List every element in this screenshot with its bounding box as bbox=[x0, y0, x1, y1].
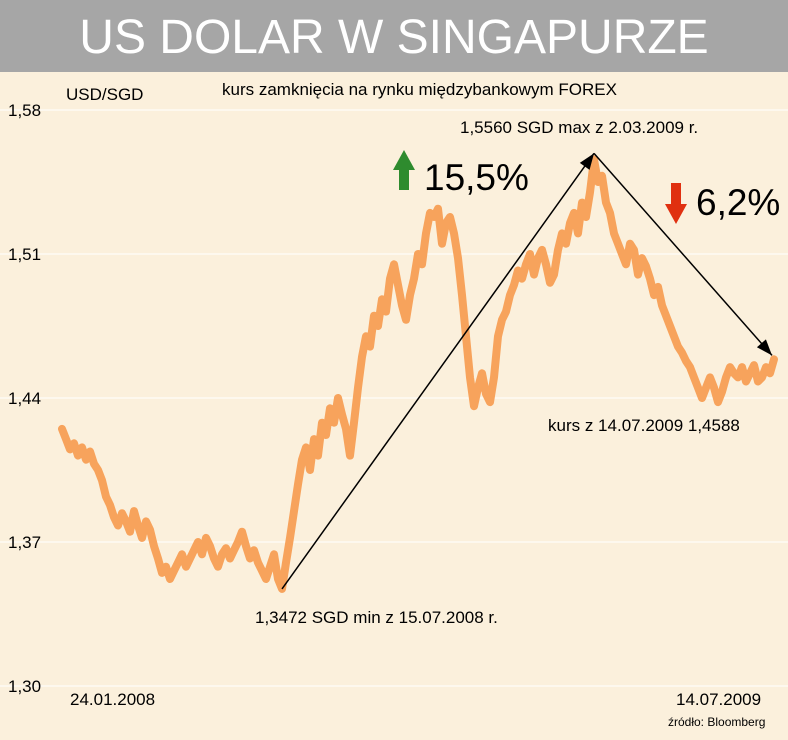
change-down-label: 6,2% bbox=[696, 182, 780, 223]
arrow-down-icon bbox=[665, 183, 687, 224]
y-tick-label: 1,44 bbox=[8, 389, 41, 408]
grid-lines bbox=[0, 109, 788, 687]
series-line bbox=[58, 155, 778, 593]
annotation-max: 1,5560 SGD max z 2.03.2009 r. bbox=[460, 118, 698, 137]
y-axis-ticks: 1,30 1,37 1,44 1,51 1,58 bbox=[8, 101, 41, 696]
y-tick-label: 1,30 bbox=[8, 677, 41, 696]
title-bar bbox=[0, 0, 788, 72]
y-tick-label: 1,58 bbox=[8, 101, 41, 120]
annotation-min: 1,3472 SGD min z 15.07.2008 r. bbox=[255, 608, 498, 627]
x-start-label: 24.01.2008 bbox=[70, 690, 155, 709]
chart-title: US DOLAR W SINGAPURZE bbox=[79, 11, 709, 64]
rise-arrow-head bbox=[579, 153, 594, 170]
rise-arrow bbox=[281, 152, 595, 590]
trend-arrows bbox=[281, 152, 773, 590]
y-axis-label: USD/SGD bbox=[66, 85, 143, 104]
change-up-label: 15,5% bbox=[424, 157, 529, 198]
fall-arrow-head bbox=[756, 339, 772, 356]
y-tick-label: 1,51 bbox=[8, 245, 41, 264]
arrow-up-icon bbox=[393, 150, 415, 190]
annotation-last: kurs z 14.07.2009 1,4588 bbox=[548, 416, 740, 435]
x-end-label: 14.07.2009 bbox=[676, 690, 761, 709]
chart-subtitle: kurs zamknięcia na rynku międzybankowym … bbox=[222, 80, 617, 99]
fall-arrow bbox=[593, 152, 773, 356]
source-label: źródło: Bloomberg bbox=[668, 715, 765, 729]
y-tick-label: 1,37 bbox=[8, 533, 41, 552]
